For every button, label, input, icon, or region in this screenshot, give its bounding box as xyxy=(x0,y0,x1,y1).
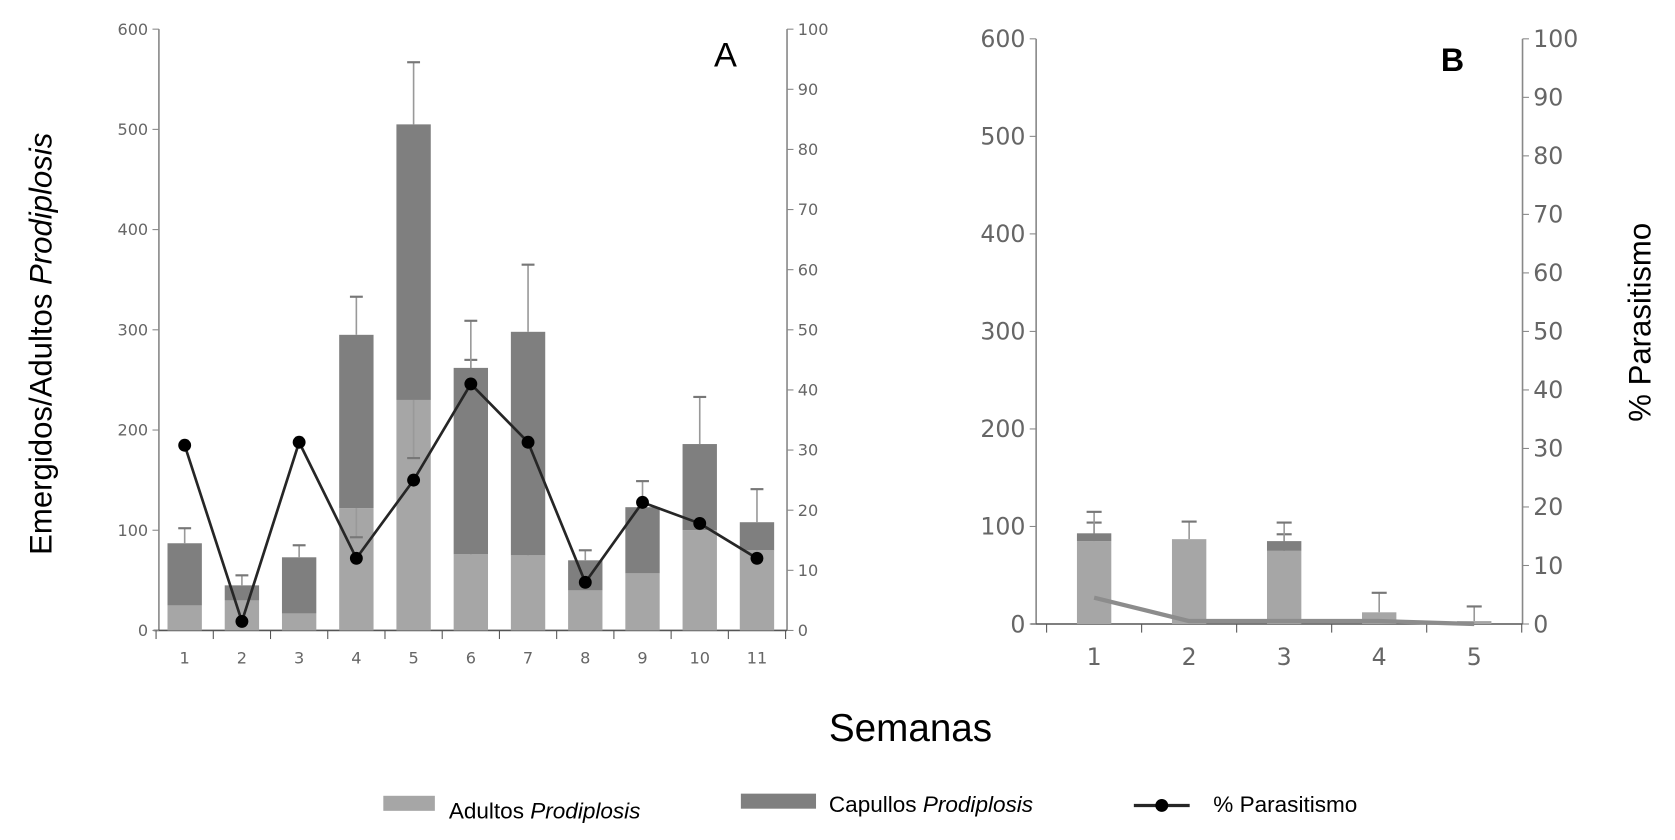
parasitismo-marker xyxy=(636,495,649,509)
bar-adultos xyxy=(568,590,603,631)
y-tick-label-right: 30 xyxy=(798,441,818,460)
panel-a: 0 100 200 300 400 500 600 0 10 20 30 40 50 60 70 80 90 10… xyxy=(117,20,828,668)
parasitismo-marker xyxy=(235,614,249,628)
parasitismo-line xyxy=(1093,595,1475,627)
parasitismo-marker xyxy=(693,516,707,530)
y-tick-label-right: 30 xyxy=(1533,435,1563,463)
y-tick-label-right: 70 xyxy=(1533,201,1563,229)
y-tick-label-left: 300 xyxy=(980,318,1025,346)
x-tick-label: 8 xyxy=(580,649,590,668)
panel-label-b: B xyxy=(1441,42,1464,78)
y-tick-label-left: 400 xyxy=(117,220,148,239)
y-axis-label-right: % Parasitismo xyxy=(1622,223,1657,422)
y-tick-label-left: 100 xyxy=(117,521,148,540)
x-tick-label: 2 xyxy=(237,649,247,668)
y-tick-label-right: 40 xyxy=(798,381,818,400)
x-tick-label: 7 xyxy=(523,649,533,668)
bar-adultos xyxy=(625,573,660,631)
panel-label-a: A xyxy=(714,37,737,75)
bar-capullos xyxy=(339,334,374,509)
y-tick-label-right: 50 xyxy=(1533,318,1563,346)
x-tick-label: 4 xyxy=(1372,643,1387,671)
y-tick-label-right: 90 xyxy=(1533,84,1563,112)
parasitismo-marker xyxy=(407,473,421,487)
y-tick-label-right: 60 xyxy=(1533,259,1563,287)
y-tick-label-right: 20 xyxy=(1533,493,1563,521)
y-tick-label-left: 500 xyxy=(980,123,1025,151)
y-tick-label-right: 100 xyxy=(798,20,829,39)
y-tick-label-right: 10 xyxy=(1533,552,1563,580)
x-tick-label: 6 xyxy=(466,649,476,668)
bar-adultos xyxy=(1171,539,1207,625)
y-tick-label-right: 10 xyxy=(798,561,818,580)
y-tick-label-left: 600 xyxy=(980,25,1025,53)
y-axis-label-left: Emergidos/Adultos Prodiplosis xyxy=(24,133,59,555)
x-tick-label: 1 xyxy=(1087,643,1102,671)
x-axis-label: Semanas xyxy=(829,707,992,750)
x-tick-label: 3 xyxy=(294,649,304,668)
y-tick-label-left: 0 xyxy=(138,621,148,640)
bar-adultos xyxy=(1076,541,1112,625)
y-tick-label-right: 0 xyxy=(798,621,808,640)
y-tick-label-left: 0 xyxy=(1010,610,1025,638)
bar-capullos xyxy=(281,557,317,614)
bar-capullos xyxy=(453,367,489,555)
x-tick-label: 5 xyxy=(408,649,418,668)
y-tick-label-left: 500 xyxy=(117,120,148,139)
y-tick-label-right: 90 xyxy=(798,80,818,99)
legend-swatch-adultos xyxy=(383,795,435,811)
y-tick-label-right: 100 xyxy=(1533,25,1578,53)
x-tick-label: 2 xyxy=(1182,643,1197,671)
y-tick-label-left: 400 xyxy=(980,220,1025,248)
bar-capullos xyxy=(167,543,202,606)
bar-adultos xyxy=(1266,550,1302,625)
panel-b: 0 100 200 300 400 500 600 0 10 20 30 40 50 60 70 80 90 10… xyxy=(980,25,1578,671)
y-tick-label-right: 70 xyxy=(798,200,818,219)
legend-label-adultos: Adultos Prodiplosis xyxy=(449,798,641,823)
y-tick-label-right: 80 xyxy=(798,140,818,159)
parasitismo-marker xyxy=(292,435,306,449)
parasitismo-marker xyxy=(464,377,478,391)
x-tick-label: 11 xyxy=(747,649,767,668)
y-tick-label-right: 20 xyxy=(798,501,818,520)
bar-adultos xyxy=(510,555,546,631)
y-tick-label-left: 300 xyxy=(117,320,148,339)
bar-adultos xyxy=(281,613,317,631)
y-tick-label-right: 50 xyxy=(798,320,818,339)
legend: Adultos Prodiplosis Capullos Prodiplosis… xyxy=(383,792,1357,823)
y-tick-label-right: 60 xyxy=(798,260,818,279)
parasitismo-marker xyxy=(178,438,192,452)
parasitismo-marker xyxy=(578,575,592,589)
y-tick-label-left: 200 xyxy=(117,421,148,440)
legend-swatch-capullos xyxy=(740,793,817,809)
x-tick-label: 4 xyxy=(351,649,361,668)
x-tick-label: 1 xyxy=(180,649,190,668)
y-tick-label-left: 200 xyxy=(980,415,1025,443)
bar-capullos xyxy=(396,124,431,400)
x-tick-label: 9 xyxy=(637,649,647,668)
x-tick-label: 10 xyxy=(689,649,709,668)
legend-label-capullos: Capullos Prodiplosis xyxy=(829,792,1033,817)
bar-adultos xyxy=(453,554,489,631)
bar-adultos xyxy=(1362,612,1397,625)
y-tick-label-left: 600 xyxy=(117,20,148,39)
bar-adultos xyxy=(167,605,202,631)
y-tick-label-right: 40 xyxy=(1533,376,1563,404)
parasitismo-marker xyxy=(521,435,535,449)
legend-marker-parasitismo xyxy=(1155,799,1169,812)
y-tick-label-right: 80 xyxy=(1533,142,1563,170)
bar-capullos xyxy=(739,522,775,551)
parasitismo-marker xyxy=(349,551,363,565)
bar-capullos xyxy=(1076,533,1112,542)
bar-adultos xyxy=(682,530,717,631)
y-tick-label-left: 100 xyxy=(980,513,1025,541)
x-tick-label: 3 xyxy=(1277,643,1292,671)
legend-label-parasitismo: % Parasitismo xyxy=(1213,792,1357,817)
bar-capullos xyxy=(682,444,717,531)
parasitismo-marker xyxy=(750,551,764,565)
x-tick-label: 5 xyxy=(1467,643,1482,671)
y-tick-label-right: 0 xyxy=(1533,610,1548,638)
bar-capullos xyxy=(1266,541,1302,551)
